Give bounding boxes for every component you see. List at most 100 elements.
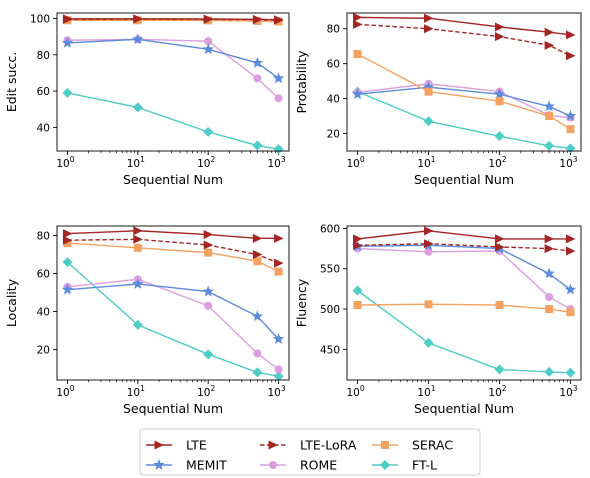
data-point-lte: [424, 226, 434, 236]
series-rome: [353, 244, 575, 314]
series-rome: [63, 275, 283, 374]
data-point-lte: [565, 234, 576, 244]
data-point-ft-l: [565, 367, 576, 378]
data-point-ft-l: [423, 116, 434, 127]
series-memit: [351, 239, 577, 295]
y-tick-label: 600: [320, 223, 340, 235]
data-point-lte-lora: [274, 258, 284, 268]
data-point-memit: [422, 81, 435, 93]
data-point-rome: [204, 301, 213, 310]
data-point-lte: [494, 22, 505, 32]
data-point-serac: [424, 87, 433, 96]
legend-label: LTE-LoRA: [300, 438, 357, 453]
x-axis-label: Sequential Num: [414, 401, 514, 416]
y-axis-label: Edit succ.: [4, 52, 19, 112]
data-point-ft-l: [62, 257, 73, 268]
data-point-memit: [564, 283, 577, 295]
data-point-serac: [545, 112, 554, 121]
y-axis-label: Protability: [294, 50, 309, 114]
series-serac: [63, 239, 283, 276]
series-memit: [351, 81, 577, 121]
series-serac: [353, 50, 575, 134]
series-lte-lora: [62, 234, 284, 268]
series-line-serac: [67, 19, 279, 23]
series-line-lte: [67, 230, 279, 240]
x-tick-label: 101: [417, 384, 435, 399]
data-point-ft-l: [252, 140, 263, 151]
legend-item-memit: MEMIT: [146, 458, 227, 473]
y-tick-label: 20: [327, 129, 340, 141]
subplot-protability: 100 101 102 103 20 40 60 80 Sequential Num Protab…: [294, 12, 582, 187]
y-tick-label: 60: [37, 86, 50, 98]
data-point-ft-l: [132, 319, 143, 330]
data-point-memit: [351, 88, 364, 100]
series-line-serac: [357, 303, 571, 313]
x-tick-label: 100: [56, 384, 74, 399]
legend-marker-lte: [154, 440, 164, 450]
series-ft-l: [62, 87, 284, 155]
y-tick-label: 80: [37, 231, 50, 243]
x-tick-label: 103: [267, 384, 285, 399]
x-tick-label: 100: [346, 384, 364, 399]
y-tick-label: 40: [327, 94, 340, 106]
data-point-rome: [253, 74, 262, 83]
series-lte: [62, 226, 284, 243]
data-point-lte: [252, 233, 263, 243]
legend-item-lte-lora: LTE-LoRA: [260, 438, 357, 453]
data-point-rome: [253, 349, 262, 358]
x-tick-label: 101: [127, 155, 145, 170]
data-point-memit: [132, 277, 144, 289]
data-point-lte: [544, 234, 555, 244]
series-ft-l: [352, 285, 576, 378]
data-point-serac: [353, 301, 362, 310]
legend-label: FT-L: [412, 458, 437, 473]
x-tick-label: 102: [488, 384, 506, 399]
series-lte: [62, 14, 284, 25]
data-point-lte: [274, 233, 284, 243]
legend-label: SERAC: [412, 438, 453, 453]
legend-label: ROME: [300, 458, 337, 473]
data-point-serac: [63, 239, 72, 248]
legend-marker-rome: [269, 461, 277, 469]
data-point-memit: [543, 100, 555, 112]
data-point-serac: [545, 305, 554, 314]
x-tick-label: 102: [488, 155, 506, 170]
data-point-lte: [353, 12, 363, 22]
legend-box: [139, 428, 481, 476]
legend-marker-memit: [153, 459, 165, 470]
plot-frame: [56, 225, 290, 381]
data-point-memit: [272, 72, 285, 84]
data-point-ft-l: [203, 126, 214, 137]
data-point-serac: [204, 248, 213, 257]
legend-item-ft-l: FT-L: [372, 458, 437, 473]
series-line-rome: [357, 247, 571, 310]
data-point-lte: [133, 14, 143, 24]
data-point-memit: [543, 267, 555, 279]
data-point-lte-lora: [424, 239, 434, 249]
data-point-lte-lora: [494, 32, 505, 42]
data-point-lte-lora: [565, 246, 576, 256]
data-point-lte-lora: [252, 250, 263, 260]
series-line-lte: [357, 230, 571, 240]
data-point-serac: [253, 257, 262, 266]
legend-item-rome: ROME: [260, 458, 337, 473]
series-line-memit: [67, 38, 279, 79]
series-memit: [61, 33, 285, 84]
data-point-lte: [424, 13, 434, 23]
legend-item-lte: LTE: [146, 438, 207, 453]
data-point-ft-l: [62, 87, 73, 98]
data-point-lte-lora: [203, 240, 214, 250]
data-point-serac: [133, 243, 142, 252]
y-tick-label: 80: [37, 50, 50, 62]
series-line-ft-l: [67, 92, 279, 150]
data-point-memit: [202, 285, 214, 297]
data-point-memit: [251, 56, 264, 68]
data-point-lte-lora: [424, 24, 434, 34]
data-point-serac: [495, 301, 504, 310]
x-axis-label: Sequential Num: [123, 401, 223, 416]
y-axis-label: Locality: [4, 278, 19, 327]
data-point-serac: [566, 125, 575, 134]
data-point-lte-lora: [494, 242, 505, 252]
legend-marker-lte-lora: [268, 440, 278, 450]
